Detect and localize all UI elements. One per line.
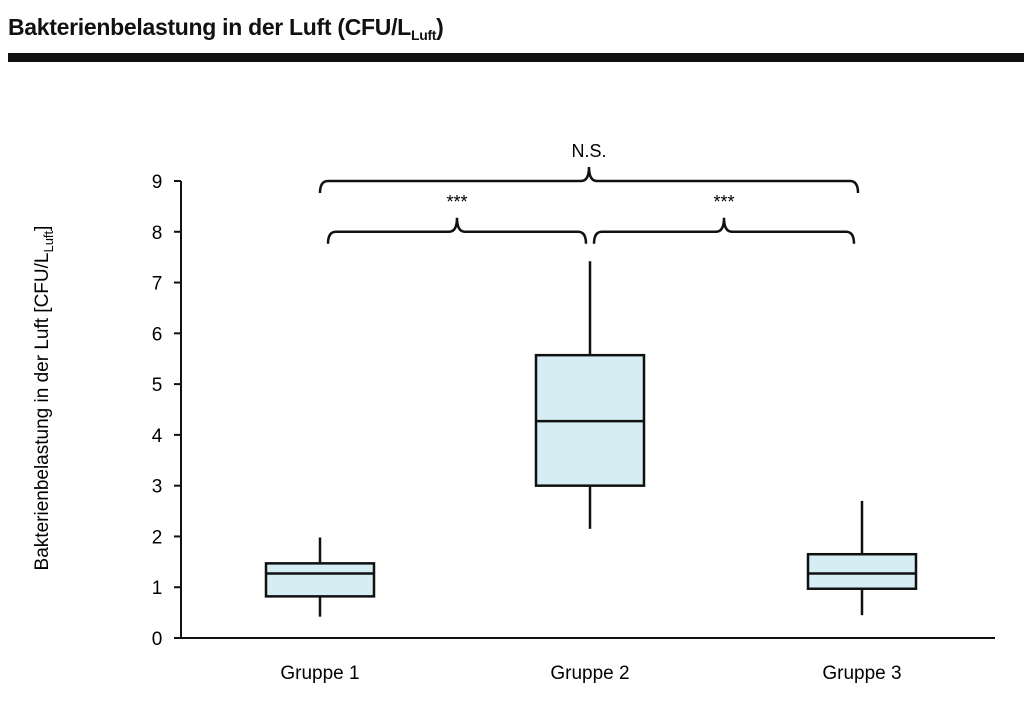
box-1	[264, 537, 376, 617]
y-tick-label: 0	[152, 629, 163, 650]
y-tick-label: 5	[152, 375, 163, 396]
boxes	[264, 261, 918, 617]
y-axis-label-subscript: Luft	[41, 230, 56, 252]
y-tick-label: 7	[152, 274, 163, 295]
significance-label: ***	[446, 192, 467, 212]
y-tick-label: 6	[152, 324, 163, 345]
bracket: ***	[326, 192, 588, 244]
y-tick-label: 3	[152, 477, 163, 498]
y-axis-label-end: ]	[32, 226, 53, 231]
y-axis-label: Bakterienbelastung in der Luft [CFU/LLuf…	[32, 226, 56, 571]
box-iqr	[264, 562, 376, 598]
x-category-label: Gruppe 2	[550, 663, 629, 684]
box-3	[806, 500, 918, 616]
y-tick-label: 1	[152, 578, 163, 599]
page-title-subscript: Luft	[410, 27, 437, 43]
page-title: Bakterienbelastung in der Luft (CFU/LLuf…	[8, 14, 444, 43]
y-tick-label: 9	[152, 172, 163, 193]
bracket: ***	[592, 192, 856, 244]
page-title-end: )	[436, 14, 444, 40]
box-iqr	[806, 552, 918, 590]
x-axis: Gruppe 1 Gruppe 2 Gruppe 3	[181, 637, 995, 684]
significance-label: N.S.	[571, 141, 606, 161]
box-2	[534, 261, 646, 529]
y-tick-label: 8	[152, 223, 163, 244]
y-axis: 0 1 2 3 4 5 6 7 8 9	[152, 172, 182, 650]
significance-label: ***	[713, 192, 734, 212]
bracket-line	[592, 217, 856, 244]
y-tick-label: 2	[152, 527, 163, 548]
page-title-main: Bakterienbelastung in der Luft (CFU/L	[8, 14, 411, 40]
bracket: N.S.	[318, 141, 860, 194]
x-category-label: Gruppe 3	[822, 663, 901, 684]
header-rule	[8, 53, 1024, 62]
y-tick-label: 4	[152, 426, 163, 447]
significance-brackets: *** *** N.S.	[318, 141, 860, 244]
bracket-line	[326, 217, 588, 244]
bracket-line	[318, 166, 860, 194]
y-axis-label-main: Bakterienbelastung in der Luft [CFU/L	[32, 253, 53, 571]
x-category-label: Gruppe 1	[280, 663, 359, 684]
